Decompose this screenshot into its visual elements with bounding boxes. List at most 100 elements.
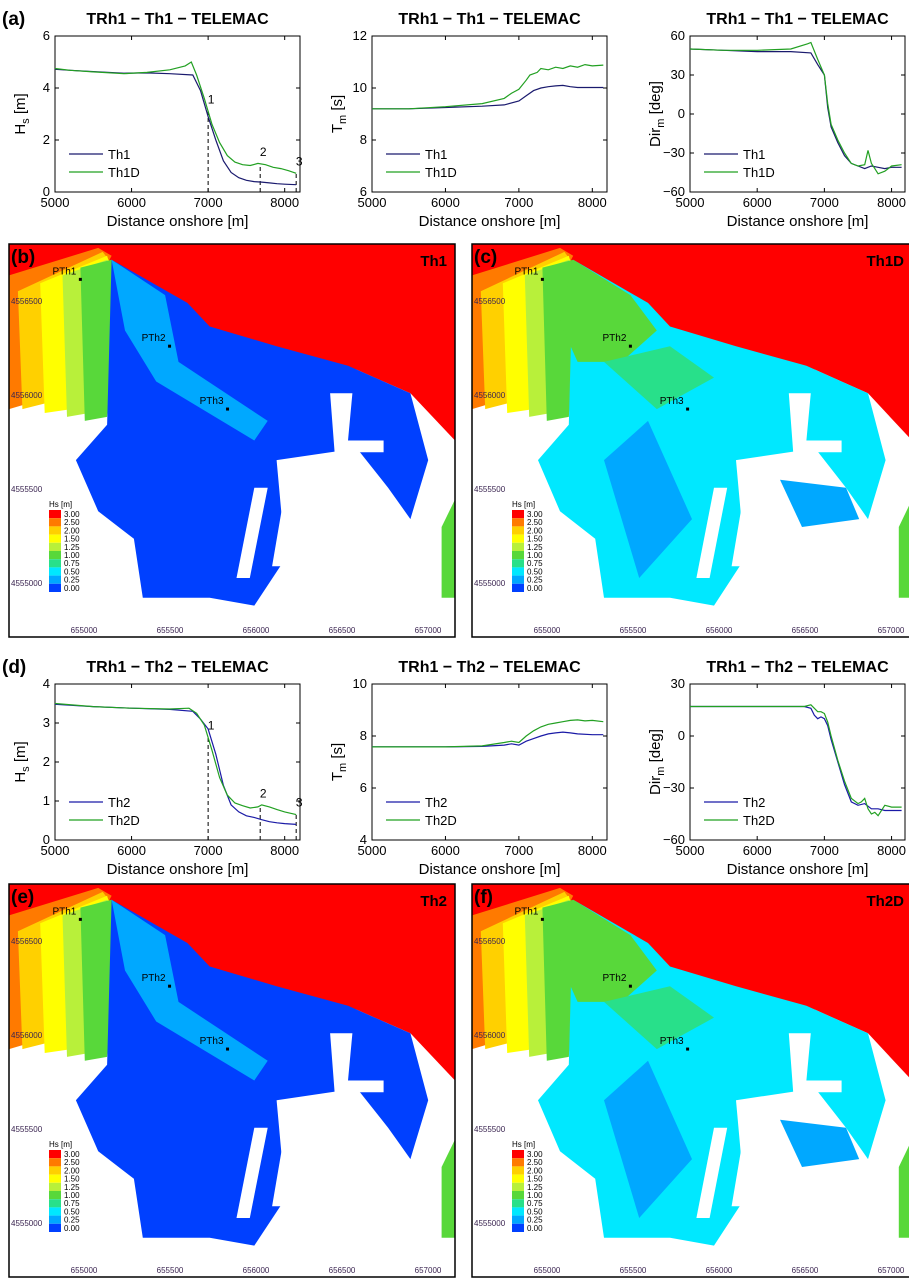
legend-label: Th2 — [425, 795, 447, 810]
colorbar-swatch — [49, 575, 61, 584]
panel-label: (c) — [474, 247, 497, 268]
map-x-tick: 656500 — [329, 1266, 356, 1275]
x-axis-label: Distance onshore [m] — [727, 861, 869, 878]
legend-label: Th1D — [108, 165, 140, 180]
x-axis-label: Distance onshore [m] — [419, 861, 561, 878]
marker-label: 1 — [208, 92, 215, 106]
map-y-tick: 4555500 — [11, 1125, 43, 1134]
x-tick-label: 6000 — [117, 195, 146, 210]
colorbar-label: 1.25 — [527, 1183, 543, 1192]
series-line-Th2D — [372, 719, 604, 748]
y-tick-label: 6 — [360, 184, 367, 199]
colorbar-swatch — [512, 559, 524, 568]
point-marker — [78, 917, 82, 921]
map-x-tick: 656000 — [243, 626, 270, 635]
colorbar-swatch — [49, 510, 61, 519]
colorbar-label: 0.50 — [527, 1207, 543, 1216]
colorbar-title: Hs [m] — [512, 1140, 535, 1149]
map-x-tick: 657000 — [415, 626, 442, 635]
y-tick-label: −30 — [663, 780, 685, 795]
colorbar-label: 3.00 — [527, 1150, 543, 1159]
marker-label: 2 — [260, 787, 267, 801]
bay-zone-a — [560, 259, 657, 362]
colorbar-label: 0.75 — [527, 559, 543, 568]
colorbar-label: 0.50 — [527, 567, 543, 576]
colorbar-label: 2.50 — [64, 1158, 80, 1167]
colorbar-label: 2.50 — [527, 1158, 543, 1167]
y-tick-label: 10 — [353, 80, 367, 95]
series-line-Th1 — [689, 48, 902, 170]
x-tick-label: 5000 — [358, 195, 387, 210]
colorbar-label: 2.50 — [527, 518, 543, 527]
bay-zone-a — [111, 899, 268, 1081]
y-tick-label: 4 — [43, 80, 50, 95]
x-tick-label: 5000 — [41, 195, 70, 210]
legend-label: Th1D — [743, 165, 775, 180]
point-marker — [540, 917, 544, 921]
jetty-1 — [330, 1033, 384, 1093]
colorbar-label: 2.00 — [64, 526, 80, 535]
map-x-tick: 655000 — [534, 626, 561, 635]
y-tick-label: 10 — [353, 676, 367, 691]
map-field — [9, 884, 455, 1277]
panel-label: (e) — [11, 887, 34, 908]
bay-zone-c — [604, 420, 692, 578]
x-tick-label: 8000 — [877, 195, 906, 210]
point-marker — [540, 277, 544, 281]
colorbar-label: 0.00 — [64, 1224, 80, 1233]
map-y-tick: 4556000 — [474, 391, 506, 400]
colorbar-swatch — [49, 1199, 61, 1208]
map-y-tick: 4556000 — [11, 391, 43, 400]
map-y-tick: 4556500 — [11, 937, 43, 946]
y-tick-label: 6 — [360, 780, 367, 795]
colorbar-swatch — [512, 575, 524, 584]
y-tick-label: 12 — [353, 28, 367, 43]
colorbar-label: 3.00 — [527, 510, 543, 519]
colorbar-swatch — [49, 583, 61, 592]
map-x-tick: 655500 — [620, 626, 647, 635]
map-x-tick: 655000 — [71, 1266, 98, 1275]
colorbar-swatch — [49, 1166, 61, 1175]
y-tick-label: 2 — [43, 754, 50, 769]
panel-label: (f) — [474, 887, 493, 908]
x-tick-label: 5000 — [676, 843, 705, 858]
x-axis-label: Distance onshore [m] — [419, 213, 561, 230]
colorbar-label: 1.00 — [64, 551, 80, 560]
x-tick-label: 6000 — [743, 843, 772, 858]
map-x-tick: 657000 — [878, 626, 905, 635]
marker-label: 3 — [296, 154, 303, 168]
chart-title: TRh1 − Th2 − TELEMAC — [706, 659, 889, 676]
bay-zone-d — [780, 1119, 860, 1167]
y-axis-label: Dirm [deg] — [647, 729, 667, 795]
colorbar-label: 1.50 — [64, 1175, 80, 1184]
y-tick-label: 0 — [43, 184, 50, 199]
colorbar-title: Hs [m] — [49, 500, 72, 509]
map-frame — [471, 883, 909, 1278]
marker-label: 3 — [296, 796, 303, 810]
colorbar-swatch — [512, 1166, 524, 1175]
map-panel-Th1D: (c) Th1D PTh1 PTh2 PTh3 655000 655500 656000 656… — [471, 243, 909, 638]
colorbar-label: 2.00 — [527, 1166, 543, 1175]
colorbar-swatch — [512, 534, 524, 543]
jetty-3 — [272, 487, 299, 567]
colorbar-label: 1.25 — [64, 1183, 80, 1192]
y-tick-label: 3 — [43, 715, 50, 730]
map-y-tick: 4556000 — [474, 1031, 506, 1040]
map-x-tick: 655500 — [620, 1266, 647, 1275]
line-chart-1: TRh1 − Th1 − TELEMAC 5000 6000 7000 8000 0 2 4 6… — [2, 9, 303, 230]
colorbar-swatch — [512, 1223, 524, 1232]
colorbar-label: 0.25 — [64, 576, 80, 585]
plot-frame — [371, 683, 608, 841]
map-x-tick: 655500 — [157, 1266, 184, 1275]
bay-zone-b — [604, 986, 714, 1050]
colorbar-swatch — [49, 1150, 61, 1159]
point-label: PTh1 — [514, 906, 538, 917]
map-y-tick: 4556000 — [11, 1031, 43, 1040]
jetty-3 — [731, 1127, 758, 1207]
jetty-2 — [696, 487, 728, 578]
x-tick-label: 7000 — [194, 843, 223, 858]
bay-zone-d — [780, 479, 860, 527]
colorbar-swatch — [49, 1182, 61, 1191]
colorbar-swatch — [49, 567, 61, 576]
y-tick-label: −60 — [663, 832, 685, 847]
